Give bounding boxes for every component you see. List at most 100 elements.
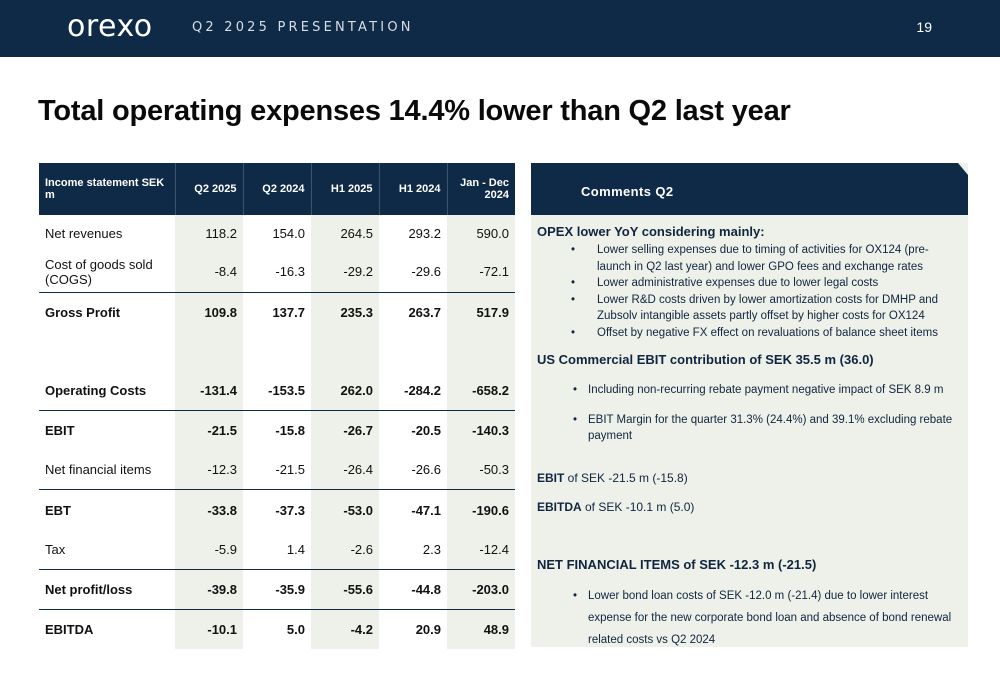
comments-panel: Comments Q2 OPEX lower YoY considering m… bbox=[531, 163, 968, 647]
bullet-icon: • bbox=[571, 326, 576, 339]
table-cell: -29.2 bbox=[311, 251, 379, 293]
table-cell: 262.0 bbox=[311, 371, 379, 411]
table-cell: 118.2 bbox=[175, 215, 243, 251]
table-cell: -153.5 bbox=[268, 383, 305, 398]
table-cell: -20.5 bbox=[379, 410, 447, 450]
table-cell: -131.4 bbox=[175, 371, 243, 411]
table-cell: -39.8 bbox=[175, 569, 243, 610]
table-row: Cost of goods sold (COGS) -8.4 -16.3 -29… bbox=[39, 251, 515, 293]
table-cell: -12.4 bbox=[447, 530, 515, 570]
table-cell: 590.0 bbox=[447, 215, 515, 251]
table-cell: 235.3 bbox=[311, 292, 379, 331]
column-header: Q2 2025 bbox=[175, 163, 244, 215]
table-cell: -21.5 bbox=[175, 410, 243, 450]
presentation-subtitle: Q2 2025 PRESENTATION bbox=[192, 20, 414, 35]
row-label: Cost of goods sold (COGS) bbox=[45, 256, 153, 287]
table-cell: 1.4 bbox=[286, 542, 305, 557]
table-cell: -4.2 bbox=[311, 609, 379, 649]
table-cell: -55.6 bbox=[311, 569, 379, 610]
table-cell: 5.0 bbox=[243, 609, 311, 649]
table-cell: 264.5 bbox=[311, 215, 379, 251]
slide-title: Total operating expenses 14.4% lower tha… bbox=[38, 95, 791, 127]
table-cell: -26.7 bbox=[311, 410, 379, 450]
table-row: EBITDA -10.1 5.0 -4.2 20.9 48.9 bbox=[39, 609, 515, 649]
bullet-icon: • bbox=[573, 384, 578, 396]
table-cell: -26.4 bbox=[311, 450, 379, 490]
orexo-logo: orexo bbox=[67, 9, 153, 44]
table-cell: -29.6 bbox=[411, 264, 441, 279]
row-label: Gross Profit bbox=[39, 292, 175, 331]
table-cell: 2.3 bbox=[422, 542, 441, 557]
spacer-row bbox=[39, 331, 515, 371]
us-commercial-heading: US Commercial EBIT contribution of SEK 3… bbox=[537, 352, 874, 367]
row-label: Net financial items bbox=[45, 462, 152, 477]
table-cell: -658.2 bbox=[447, 371, 515, 411]
column-header: H1 2025 bbox=[311, 163, 380, 215]
table-cell: 137.7 bbox=[243, 292, 311, 331]
table-cell: -203.0 bbox=[447, 569, 515, 610]
nfi-bullet-list: • Lower bond loan costs of SEK -12.0 m (-… bbox=[531, 585, 968, 651]
list-item: • Offset by negative FX effect on revalua… bbox=[531, 325, 962, 342]
column-header: Income statement SEK m bbox=[39, 163, 176, 215]
opex-heading: OPEX lower YoY considering mainly: bbox=[537, 224, 765, 239]
us-bullet-list: • Including non-recurring rebate payment … bbox=[531, 382, 968, 445]
table-cell: -8.4 bbox=[175, 251, 243, 293]
table-cell: 293.2 bbox=[408, 225, 441, 241]
table-cell: -44.8 bbox=[379, 569, 447, 610]
row-label: EBIT bbox=[39, 410, 175, 450]
list-item: • Lower administrative expenses due to lo… bbox=[531, 275, 962, 292]
table-header-row: Income statement SEK m Q2 2025 Q2 2024 H… bbox=[39, 163, 515, 215]
row-label: Operating Costs bbox=[45, 383, 147, 398]
bullet-icon: • bbox=[571, 277, 576, 289]
income-statement-table: Income statement SEK m Q2 2025 Q2 2024 H… bbox=[39, 163, 515, 649]
table-row: Tax -5.9 1.4 -2.6 2.3 -12.4 bbox=[39, 530, 515, 570]
table-cell: 109.8 bbox=[175, 292, 243, 331]
table-row: Gross Profit 109.8 137.7 235.3 263.7 517… bbox=[39, 292, 515, 331]
top-banner: orexo Q2 2025 PRESENTATION 19 bbox=[0, 0, 1000, 57]
table-cell: -21.5 bbox=[275, 462, 305, 477]
table-cell: 263.7 bbox=[379, 292, 447, 331]
list-item: • Lower selling expenses due to timing of… bbox=[571, 244, 929, 273]
table-row: Net financial items -12.3 -21.5 -26.4 -2… bbox=[39, 450, 515, 490]
table-cell: -37.3 bbox=[243, 489, 311, 530]
table-cell: -26.6 bbox=[411, 462, 441, 477]
table-cell: -15.8 bbox=[243, 410, 311, 450]
comments-title: Comments Q2 bbox=[581, 184, 674, 199]
row-label: Net profit/loss bbox=[39, 569, 175, 610]
table-row: EBT -33.8 -37.3 -53.0 -47.1 -190.6 bbox=[39, 489, 515, 530]
table-cell: -5.9 bbox=[175, 530, 243, 570]
bullet-icon: • bbox=[571, 293, 576, 306]
table-row: Net revenues 118.2 154.0 264.5 293.2 590… bbox=[39, 215, 515, 251]
column-header: Jan - Dec 2024 bbox=[447, 163, 515, 215]
column-header: Q2 2024 bbox=[243, 163, 312, 215]
table-cell: 48.9 bbox=[447, 609, 515, 649]
list-item: • Lower R&D costs driven by lower amortiz… bbox=[571, 293, 939, 323]
bullet-icon: • bbox=[573, 413, 578, 426]
column-header: H1 2024 bbox=[379, 163, 448, 215]
table-cell: -47.1 bbox=[379, 489, 447, 530]
net-financial-items-heading: NET FINANCIAL ITEMS of SEK -12.3 m (-21.… bbox=[537, 557, 817, 572]
page-number: 19 bbox=[916, 19, 932, 35]
table-cell: -12.3 bbox=[175, 450, 243, 490]
table-cell: -50.3 bbox=[447, 450, 515, 490]
table-cell: 20.9 bbox=[379, 609, 447, 649]
table-row: Net profit/loss -39.8 -35.9 -55.6 -44.8 … bbox=[39, 569, 515, 610]
row-label: EBT bbox=[39, 489, 175, 530]
table-cell: -53.0 bbox=[311, 489, 379, 530]
table-row: EBIT -21.5 -15.8 -26.7 -20.5 -140.3 bbox=[39, 410, 515, 450]
table-cell: -190.6 bbox=[447, 489, 515, 530]
list-item: • EBIT Margin for the quarter 31.3% (24.4… bbox=[573, 413, 953, 443]
table-cell: 517.9 bbox=[447, 292, 515, 331]
row-label: Tax bbox=[45, 542, 66, 557]
table-cell: -2.6 bbox=[311, 530, 379, 570]
opex-bullet-list: • Lower selling expenses due to timing of… bbox=[531, 242, 968, 341]
list-item: • Lower bond loan costs of SEK -12.0 m (-… bbox=[531, 585, 962, 651]
table-cell: -16.3 bbox=[275, 264, 305, 279]
comments-header bbox=[531, 163, 968, 215]
table-cell: -72.1 bbox=[447, 251, 515, 293]
list-item: • Including non-recurring rebate payment … bbox=[531, 382, 962, 399]
table-cell: 154.0 bbox=[272, 225, 305, 241]
table-cell: -10.1 bbox=[175, 609, 243, 649]
table-cell: -140.3 bbox=[447, 410, 515, 450]
table-cell: -284.2 bbox=[404, 383, 441, 398]
